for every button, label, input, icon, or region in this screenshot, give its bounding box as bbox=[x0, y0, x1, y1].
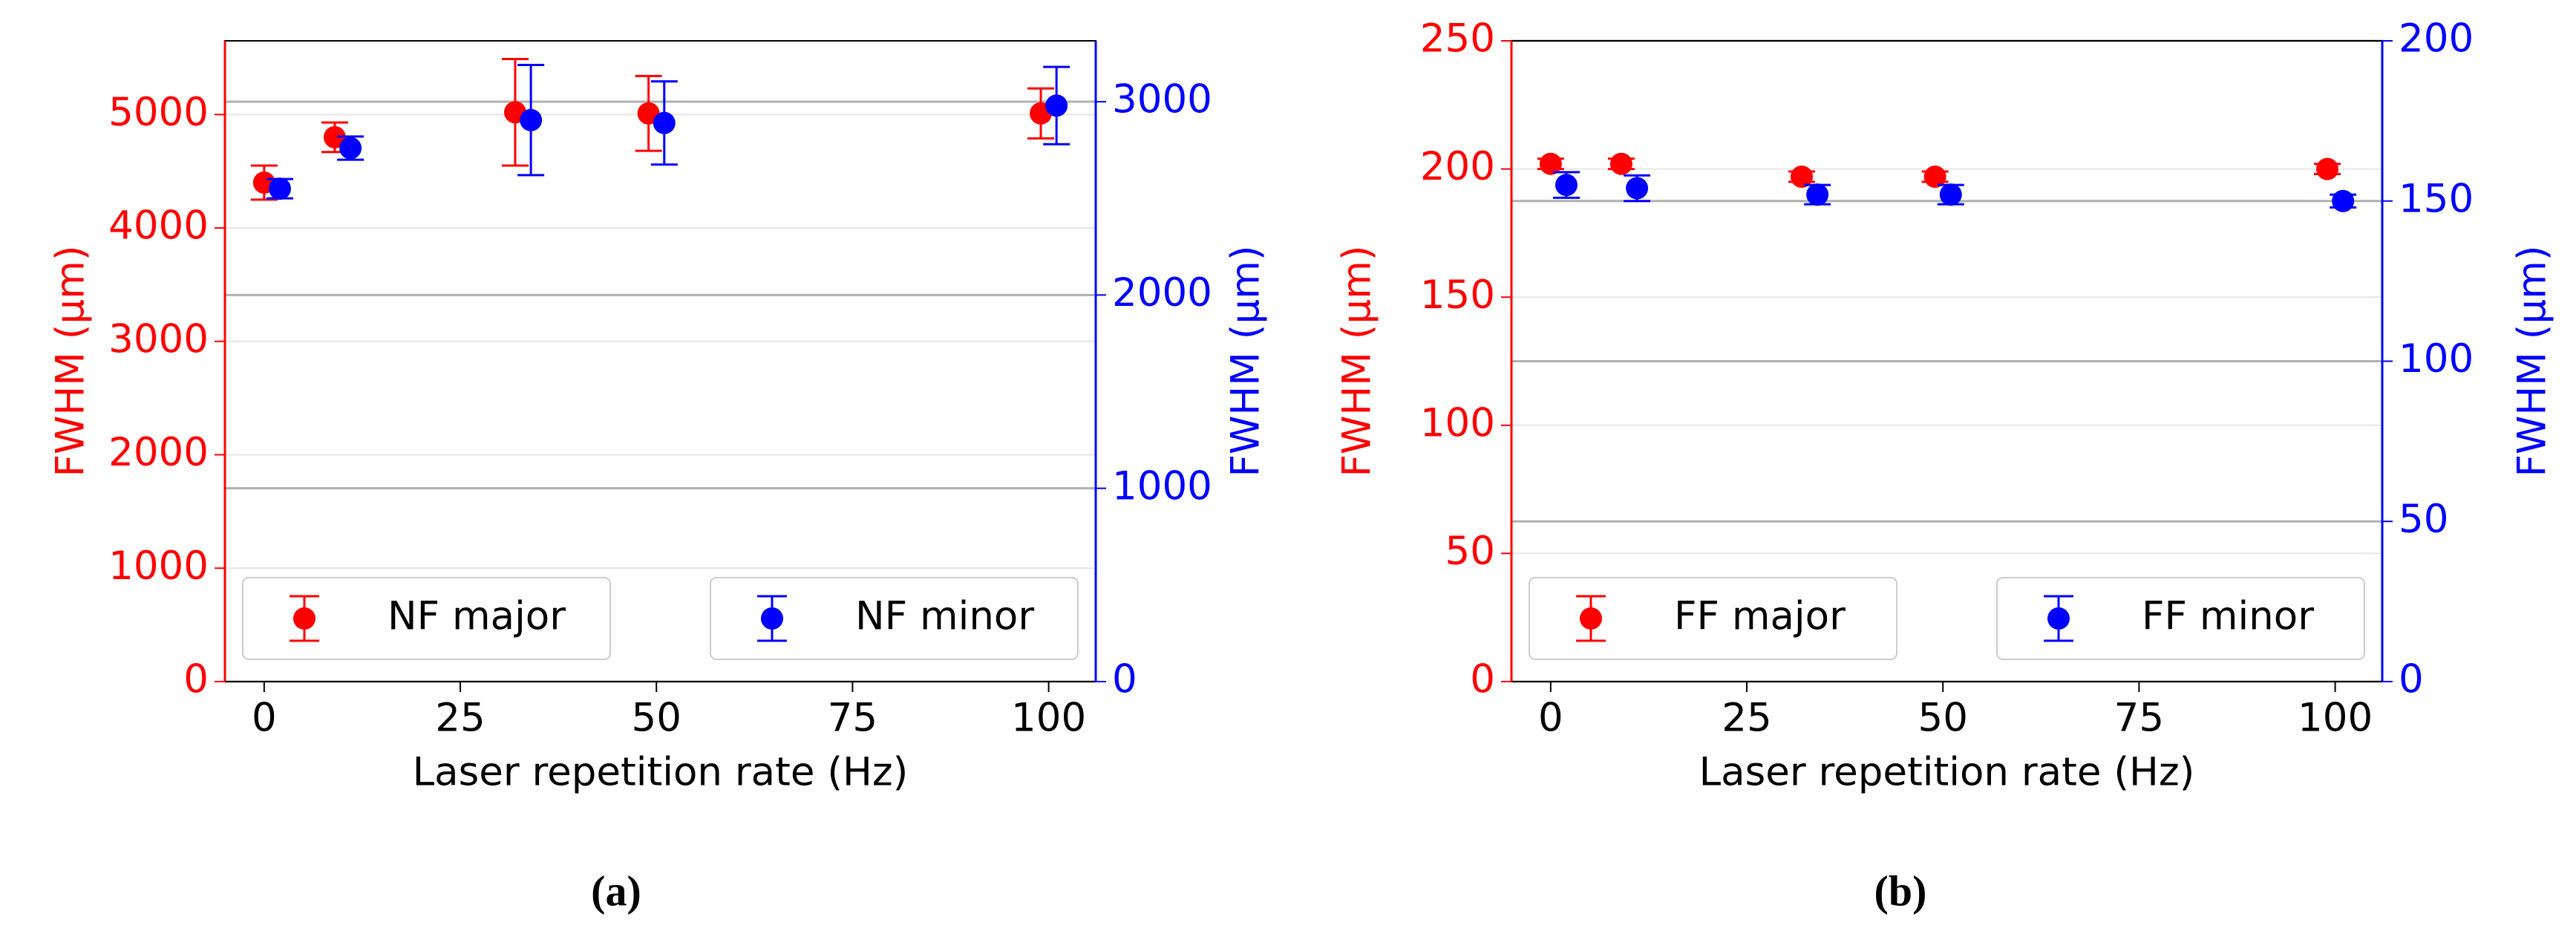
point bbox=[339, 137, 362, 160]
y2-tick-label: 2000 bbox=[1112, 270, 1212, 316]
y-axis-label: FWHM (μm) bbox=[48, 245, 94, 477]
x-tick-label: 50 bbox=[1918, 696, 1967, 741]
point bbox=[1806, 183, 1829, 206]
x-axis-label: Laser repetition rate (Hz) bbox=[1699, 750, 2195, 795]
y-tick-label: 150 bbox=[1420, 272, 1495, 318]
point bbox=[1609, 152, 1632, 175]
legend-box bbox=[710, 577, 1079, 660]
y-tick-label: 0 bbox=[183, 657, 209, 702]
caption: (a) bbox=[591, 866, 641, 915]
point bbox=[1539, 152, 1562, 175]
y-tick-label: 200 bbox=[1420, 144, 1495, 189]
y2-tick-label: 3000 bbox=[1112, 77, 1212, 123]
y-tick-label: 50 bbox=[1445, 529, 1495, 574]
y2-tick-label: 1000 bbox=[1112, 463, 1212, 509]
x-tick-label: 100 bbox=[1011, 696, 1086, 741]
x-tick-label: 25 bbox=[435, 696, 485, 741]
point bbox=[1626, 177, 1649, 200]
caption: (b) bbox=[1874, 866, 1927, 915]
point bbox=[1923, 165, 1946, 188]
legend-marker bbox=[293, 607, 316, 630]
point bbox=[1045, 94, 1068, 117]
legend-marker bbox=[761, 607, 783, 630]
x-tick-label: 100 bbox=[2298, 696, 2373, 741]
y-tick-label: 5000 bbox=[108, 90, 209, 135]
y-tick-label: 0 bbox=[1470, 657, 1495, 702]
legend-marker bbox=[2047, 607, 2070, 630]
point bbox=[1939, 183, 1962, 206]
legend-label: NF minor bbox=[855, 594, 1034, 639]
legend-label: FF minor bbox=[2142, 594, 2314, 639]
point bbox=[1555, 174, 1578, 197]
y2-tick-label: 150 bbox=[2399, 176, 2474, 221]
point bbox=[323, 125, 346, 148]
y-tick-label: 2000 bbox=[108, 430, 209, 475]
y2-axis-label: FWHM (μm) bbox=[2510, 245, 2555, 477]
legend-box bbox=[1529, 577, 1897, 660]
x-tick-label: 25 bbox=[1722, 696, 1771, 741]
y2-axis-label: FWHM (μm) bbox=[1223, 245, 1269, 477]
y2-tick-label: 100 bbox=[2399, 336, 2474, 382]
y2-tick-label: 50 bbox=[2399, 497, 2448, 542]
point bbox=[2332, 189, 2355, 212]
y2-tick-label: 0 bbox=[1112, 657, 1137, 702]
y2-tick-label: 0 bbox=[2399, 657, 2424, 702]
legend-box bbox=[242, 577, 611, 660]
y-tick-label: 100 bbox=[1420, 400, 1495, 445]
legend-box bbox=[1996, 577, 2365, 660]
x-tick-label: 75 bbox=[828, 696, 877, 741]
y-tick-label: 3000 bbox=[108, 316, 209, 362]
x-axis-label: Laser repetition rate (Hz) bbox=[413, 750, 909, 795]
x-tick-label: 75 bbox=[2114, 696, 2164, 741]
legend-label: FF major bbox=[1674, 594, 1846, 639]
legend-label: NF major bbox=[388, 594, 566, 639]
y-tick-label: 250 bbox=[1420, 16, 1495, 62]
point bbox=[520, 108, 543, 131]
y-axis-label: FWHM (μm) bbox=[1335, 245, 1380, 477]
legend-marker bbox=[1580, 607, 1602, 630]
point bbox=[653, 111, 676, 134]
x-tick-label: 0 bbox=[1538, 696, 1563, 741]
x-tick-label: 50 bbox=[631, 696, 681, 741]
y-tick-label: 4000 bbox=[108, 203, 209, 249]
point bbox=[268, 177, 291, 200]
point bbox=[2316, 157, 2339, 180]
x-tick-label: 0 bbox=[252, 696, 277, 741]
point bbox=[1791, 165, 1813, 188]
y2-tick-label: 200 bbox=[2399, 16, 2474, 62]
y-tick-label: 1000 bbox=[108, 543, 209, 589]
